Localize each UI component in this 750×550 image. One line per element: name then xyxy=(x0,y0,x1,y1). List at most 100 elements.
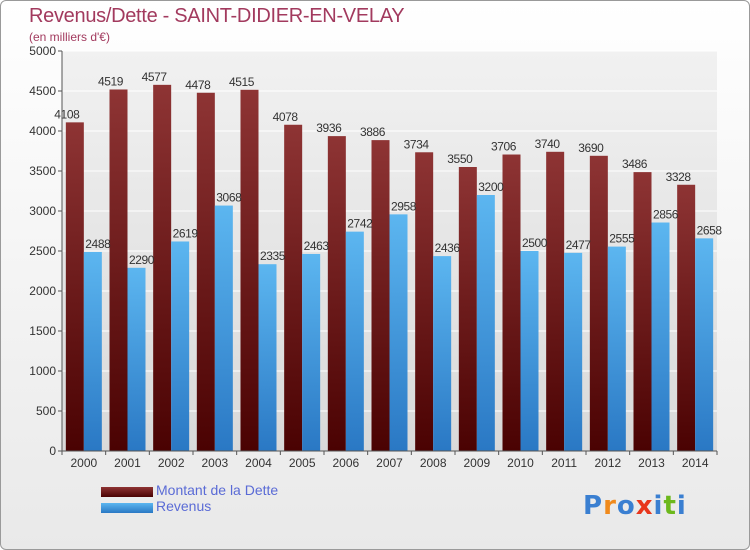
bar-debt xyxy=(196,92,215,451)
bar-revenue xyxy=(607,246,626,451)
bar-debt xyxy=(415,152,434,451)
legend-label-revenue: Revenus xyxy=(156,498,212,514)
y-tick-label: 3000 xyxy=(29,204,56,218)
x-tick-label: 2001 xyxy=(114,456,141,470)
bar-revenue xyxy=(258,264,277,451)
data-label-debt: 3886 xyxy=(360,125,386,139)
data-label-debt: 4478 xyxy=(185,78,211,92)
bar-debt xyxy=(371,140,390,451)
x-tick-label: 2010 xyxy=(507,456,534,470)
y-tick-label: 500 xyxy=(36,404,56,418)
x-tick-label: 2007 xyxy=(376,456,403,470)
data-label-revenue: 2555 xyxy=(609,232,635,246)
data-label-revenue: 2335 xyxy=(260,249,286,263)
data-label-debt: 4519 xyxy=(98,74,124,88)
data-label-revenue: 2477 xyxy=(566,238,592,252)
x-tick-label: 2008 xyxy=(420,456,447,470)
y-tick-label: 4000 xyxy=(29,124,56,138)
bar-revenue xyxy=(564,252,583,451)
y-tick-label: 0 xyxy=(49,444,56,458)
y-tick-label: 2500 xyxy=(29,244,56,258)
x-tick-label: 2000 xyxy=(70,456,97,470)
data-label-debt: 4108 xyxy=(54,107,80,121)
data-label-revenue: 2463 xyxy=(304,239,330,253)
data-label-revenue: 2958 xyxy=(391,199,417,213)
data-label-debt: 3550 xyxy=(447,152,473,166)
bar-revenue xyxy=(345,231,364,451)
bar-debt xyxy=(458,167,477,451)
data-label-revenue: 2290 xyxy=(129,253,155,267)
x-tick-label: 2004 xyxy=(245,456,272,470)
bar-debt xyxy=(502,154,521,451)
bar-debt xyxy=(589,155,608,452)
data-label-revenue: 3068 xyxy=(216,191,242,205)
bar-revenue xyxy=(171,241,190,451)
x-tick-label: 2006 xyxy=(332,456,359,470)
bar-debt xyxy=(109,89,128,451)
logo-letter: x xyxy=(635,491,654,521)
data-label-debt: 3734 xyxy=(404,137,430,151)
y-tick-label: 4500 xyxy=(29,84,56,98)
data-label-revenue: 2742 xyxy=(347,217,373,231)
logo-letter: r xyxy=(603,491,617,521)
data-label-debt: 3936 xyxy=(316,121,342,135)
x-tick-label: 2005 xyxy=(289,456,316,470)
data-label-debt: 4577 xyxy=(142,70,168,84)
bar-debt xyxy=(65,122,84,452)
x-tick-label: 2011 xyxy=(551,456,577,470)
data-label-debt: 4515 xyxy=(229,75,255,89)
x-tick-label: 2002 xyxy=(158,456,185,470)
bar-debt xyxy=(677,184,696,451)
y-tick-label: 1000 xyxy=(29,364,56,378)
data-label-debt: 3690 xyxy=(578,141,604,155)
data-label-revenue: 2658 xyxy=(697,223,723,237)
y-tick-label: 3500 xyxy=(29,164,56,178)
data-label-revenue: 2488 xyxy=(85,237,111,251)
bar-revenue xyxy=(476,195,495,451)
bar-debt xyxy=(546,151,565,452)
x-tick-label: 2013 xyxy=(638,456,665,470)
logo-letter: i xyxy=(653,491,664,521)
chart-subtitle: (en milliers d'€) xyxy=(29,30,110,44)
bar-debt xyxy=(240,89,259,452)
bar-revenue xyxy=(520,251,539,451)
bar-debt xyxy=(633,172,652,451)
bar-debt xyxy=(284,124,303,451)
bar-revenue xyxy=(302,253,321,451)
x-tick-label: 2009 xyxy=(463,456,490,470)
y-tick-label: 2000 xyxy=(29,284,56,298)
data-label-revenue: 2436 xyxy=(435,241,461,255)
data-label-debt: 3328 xyxy=(666,170,692,184)
data-label-debt: 4078 xyxy=(273,110,299,124)
bar-revenue xyxy=(433,256,452,451)
bar-revenue xyxy=(127,267,146,451)
data-label-debt: 3486 xyxy=(622,157,648,171)
data-label-debt: 3740 xyxy=(535,137,561,151)
logo-letter: t xyxy=(663,491,677,521)
legend-label-debt: Montant de la Dette xyxy=(156,482,279,498)
legend-swatch-debt xyxy=(101,487,153,497)
bar-debt xyxy=(153,84,172,451)
y-tick-label: 1500 xyxy=(29,324,56,338)
x-tick-label: 2014 xyxy=(682,456,709,470)
logo-letter: o xyxy=(616,491,636,521)
chart-title: Revenus/Dette - SAINT-DIDIER-EN-VELAY xyxy=(29,5,405,27)
y-tick-label: 5000 xyxy=(29,44,56,58)
proxiti-logo: Proxiti xyxy=(583,491,687,521)
bar-revenue xyxy=(83,251,102,451)
bar-revenue xyxy=(651,222,670,451)
x-tick-label: 2012 xyxy=(594,456,621,470)
data-label-revenue: 2619 xyxy=(173,226,199,240)
data-label-revenue: 2856 xyxy=(653,208,679,222)
bar-revenue xyxy=(695,238,714,451)
data-label-revenue: 3200 xyxy=(478,180,504,194)
data-label-revenue: 2500 xyxy=(522,236,548,250)
bar-revenue xyxy=(389,214,408,451)
bar-debt xyxy=(327,136,346,451)
logo-letter: i xyxy=(676,491,687,521)
x-tick-label: 2003 xyxy=(201,456,228,470)
logo-letter: P xyxy=(583,491,604,521)
data-label-debt: 3706 xyxy=(491,140,517,154)
